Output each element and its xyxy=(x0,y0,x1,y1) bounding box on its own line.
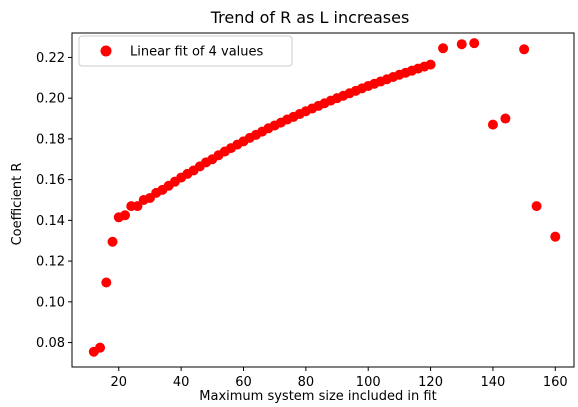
data-point xyxy=(487,119,498,130)
x-tick-label: 140 xyxy=(481,375,506,390)
data-point xyxy=(519,44,530,55)
y-tick-label: 0.22 xyxy=(36,51,65,66)
x-tick-label: 20 xyxy=(110,375,127,390)
data-point xyxy=(101,277,112,288)
chart-title: Trend of R as L increases xyxy=(210,8,410,27)
x-tick-label: 100 xyxy=(356,375,381,390)
y-tick-label: 0.18 xyxy=(36,132,65,147)
data-point xyxy=(107,236,118,247)
data-point xyxy=(469,38,480,49)
data-point xyxy=(550,231,561,242)
data-point xyxy=(438,43,449,54)
y-tick-label: 0.10 xyxy=(36,295,65,310)
legend-marker xyxy=(100,45,112,57)
legend-box xyxy=(78,35,293,67)
x-axis-ticks: 20 40 60 80 100 120 140 160 xyxy=(110,367,568,390)
data-point xyxy=(425,59,436,70)
legend: Linear fit of 4 values xyxy=(78,35,293,67)
y-tick-label: 0.16 xyxy=(36,173,65,188)
x-tick-label: 120 xyxy=(418,375,443,390)
y-tick-label: 0.20 xyxy=(36,92,65,107)
legend-label: Linear fit of 4 values xyxy=(130,45,264,60)
y-axis-label: Coefficient R xyxy=(10,163,25,246)
x-axis-label: Maximum system size included in fit xyxy=(199,389,436,404)
x-tick-label: 80 xyxy=(298,375,315,390)
x-tick-label: 60 xyxy=(235,375,252,390)
data-point xyxy=(456,39,467,50)
x-tick-label: 160 xyxy=(543,375,568,390)
data-point xyxy=(500,113,511,124)
data-point xyxy=(95,342,106,353)
y-tick-label: 0.14 xyxy=(36,214,65,229)
x-tick-label: 40 xyxy=(173,375,190,390)
data-point xyxy=(132,201,143,212)
y-tick-label: 0.12 xyxy=(36,255,65,270)
y-tick-label: 0.08 xyxy=(36,336,65,351)
data-point xyxy=(120,210,131,221)
data-points xyxy=(88,38,561,357)
y-axis-ticks: 0.08 0.10 0.12 0.14 0.16 0.18 0.20 0.22 xyxy=(36,51,72,351)
data-point xyxy=(531,201,542,212)
axes-frame xyxy=(71,32,575,368)
